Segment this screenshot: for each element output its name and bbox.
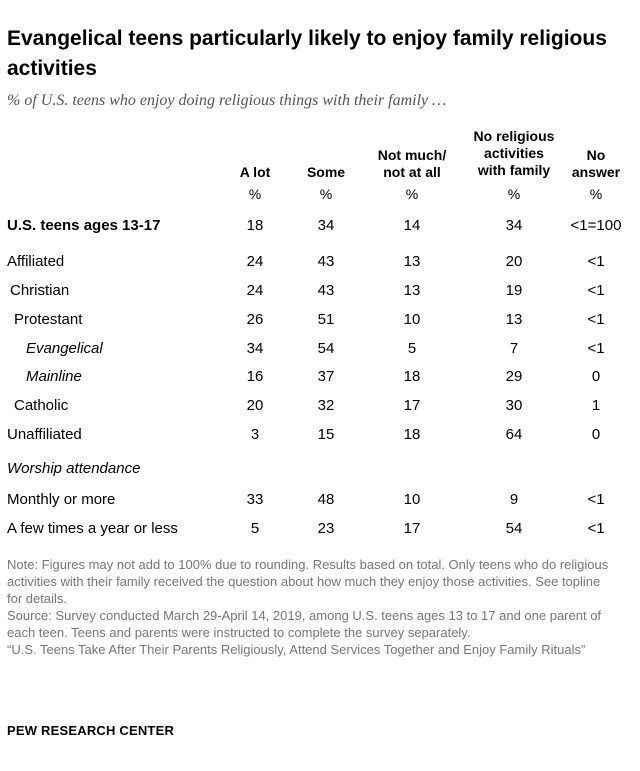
unit-label: %	[405, 186, 419, 202]
row-label: Catholic	[14, 397, 69, 414]
table-row-evangelical: Evangelical 34 54 5 7 <1	[0, 339, 640, 367]
cell-no-answer: 1	[591, 397, 601, 414]
column-header-line: with family	[477, 162, 551, 178]
row-label: Christian	[10, 282, 70, 299]
table-row-mainline: Mainline 16 37 18 29 0	[0, 367, 640, 395]
column-header-line	[362, 126, 462, 143]
cell-a-lot: 16	[246, 368, 264, 385]
column-header-line: A lot	[239, 164, 271, 180]
cell-no-activities: 54	[505, 520, 523, 537]
table-row-few-times: A few times a year or less 5 23 17 54 <1	[0, 519, 640, 547]
cell-not-much: 17	[403, 397, 421, 414]
source-text: Source: Survey conducted March 29-April …	[7, 608, 602, 640]
cell-no-answer: <1	[587, 340, 605, 357]
cell-some: 48	[317, 491, 335, 508]
cell-a-lot: 33	[246, 491, 264, 508]
cell-some: 54	[317, 340, 335, 357]
cell-no-answer: <1	[587, 311, 605, 328]
unit-label: %	[507, 186, 521, 202]
table-row-christian: Christian 24 43 13 19 <1	[0, 281, 640, 309]
column-header-line: activities	[484, 145, 544, 161]
cell-no-activities: 29	[505, 368, 523, 385]
row-label: Affiliated	[7, 253, 65, 270]
cell-a-lot: 3	[250, 426, 260, 443]
cell-no-activities: 19	[505, 282, 523, 299]
cell-not-much: 18	[403, 426, 421, 443]
column-header-line: Not much/	[377, 147, 447, 163]
cell-some: 32	[317, 397, 335, 414]
note-text: Note: Figures may not add to 100% due to…	[7, 557, 609, 606]
cell-a-lot: 20	[246, 397, 264, 414]
table-row-monthly: Monthly or more 33 48 10 9 <1	[0, 490, 640, 518]
row-label: Protestant	[14, 311, 83, 328]
cell-some: 37	[317, 368, 335, 385]
column-header-line: answer	[571, 164, 621, 180]
cell-no-answer: 0	[591, 426, 601, 443]
cell-some: 43	[317, 253, 335, 270]
column-header-line: No	[586, 147, 606, 163]
unit-label: %	[319, 186, 333, 202]
table-row-affiliated: Affiliated 24 43 13 20 <1	[0, 252, 640, 280]
table-row-unaffiliated: Unaffiliated 3 15 18 64 0	[0, 425, 640, 453]
column-header-no-religious-activities: No religious activities with family	[459, 128, 569, 179]
cell-a-lot: 24	[246, 253, 264, 270]
cell-no-answer: <1	[587, 282, 605, 299]
cell-not-much: 10	[403, 491, 421, 508]
table-row-us-teens: U.S. teens ages 13-17 18 34 14 34 <1=100	[0, 216, 640, 244]
cell-no-answer: <1	[587, 491, 605, 508]
subtitle: % of U.S. teens who enjoy doing religiou…	[7, 92, 447, 109]
row-label: Monthly or more	[7, 491, 116, 508]
cell-a-lot: 5	[250, 520, 260, 537]
cell-some: 34	[317, 217, 335, 234]
cell-some: 43	[317, 282, 335, 299]
cell-not-much: 13	[403, 253, 421, 270]
row-label: U.S. teens ages 13-17	[7, 217, 161, 234]
row-label: A few times a year or less	[7, 520, 178, 537]
cell-not-much: 5	[407, 340, 417, 357]
cell-no-answer: <1=100	[570, 217, 622, 234]
cell-no-activities: 34	[505, 217, 523, 234]
cell-some: 15	[317, 426, 335, 443]
section-label-worship-attendance: Worship attendance	[7, 460, 141, 477]
table-row-protestant: Protestant 26 51 10 13 <1	[0, 310, 640, 338]
cell-some: 51	[317, 311, 335, 328]
cell-no-activities: 20	[505, 253, 523, 270]
cell-no-answer: <1	[587, 253, 605, 270]
cell-no-activities: 7	[509, 340, 519, 357]
column-header-no-answer: No answer	[556, 126, 636, 180]
cell-no-answer: <1	[587, 520, 605, 537]
cell-a-lot: 26	[246, 311, 264, 328]
page-title: Evangelical teens particularly likely to…	[7, 27, 607, 80]
cell-no-activities: 64	[505, 426, 523, 443]
unit-label: %	[248, 186, 262, 202]
row-label: Evangelical	[26, 340, 103, 357]
row-label: Unaffiliated	[7, 426, 82, 443]
cell-a-lot: 18	[246, 217, 264, 234]
unit-label: %	[589, 186, 603, 202]
row-label: Mainline	[26, 368, 82, 385]
column-header-line: Some	[306, 164, 346, 180]
cell-not-much: 10	[403, 311, 421, 328]
table-row-catholic: Catholic 20 32 17 30 1	[0, 396, 640, 424]
cell-not-much: 17	[403, 520, 421, 537]
footnotes: Note: Figures may not add to 100% due to…	[7, 556, 617, 658]
cell-not-much: 14	[403, 217, 421, 234]
column-header-not-much: Not much/ not at all	[362, 126, 462, 180]
brand-logo-text: PEW RESEARCH CENTER	[7, 723, 175, 738]
cell-a-lot: 34	[246, 340, 264, 357]
column-header-line: not at all	[383, 164, 441, 180]
cell-not-much: 13	[403, 282, 421, 299]
column-header-line: No religious	[473, 128, 555, 144]
cell-a-lot: 24	[246, 282, 264, 299]
column-header-line	[556, 126, 636, 143]
report-title: “U.S. Teens Take After Their Parents Rel…	[7, 642, 586, 657]
cell-no-answer: 0	[591, 368, 601, 385]
cell-no-activities: 13	[505, 311, 523, 328]
cell-some: 23	[317, 520, 335, 537]
cell-no-activities: 30	[505, 397, 523, 414]
cell-no-activities: 9	[509, 491, 519, 508]
cell-not-much: 18	[403, 368, 421, 385]
